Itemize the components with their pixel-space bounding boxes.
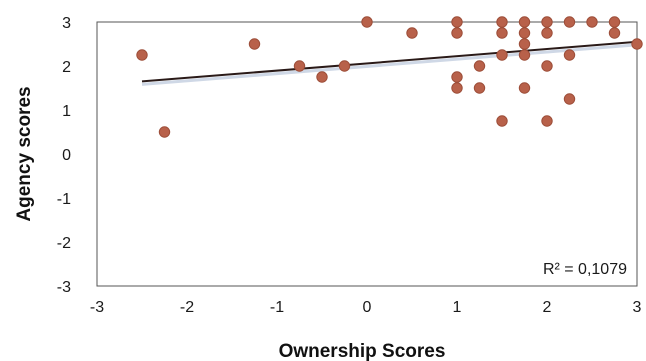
trendline (141, 40, 638, 83)
x-tick-label: 0 (363, 299, 372, 316)
x-tick-label: -1 (270, 299, 284, 316)
data-point (541, 115, 553, 127)
data-point (473, 82, 486, 94)
data-point (293, 60, 306, 72)
data-point (406, 27, 418, 39)
data-point (136, 49, 148, 61)
data-point (563, 93, 576, 105)
y-tick-label: 3 (62, 15, 71, 32)
data-point (316, 71, 328, 83)
data-point (248, 38, 261, 50)
x-tick-label: 1 (453, 299, 462, 316)
data-point (361, 16, 373, 28)
data-point (496, 115, 508, 127)
r-squared-annotation: R² = 0,1079 (543, 261, 627, 278)
data-point (541, 27, 553, 39)
y-tick-label: -1 (57, 191, 71, 208)
data-point (473, 60, 486, 72)
data-point (631, 38, 643, 50)
x-tick-label: -2 (180, 299, 194, 316)
data-point (451, 82, 463, 94)
data-point (496, 49, 508, 61)
data-point (563, 16, 576, 28)
y-tick-label: -2 (57, 235, 71, 252)
data-point (518, 16, 531, 28)
data-point (451, 27, 463, 39)
y-tick-label: -3 (57, 279, 71, 296)
data-point (586, 16, 598, 28)
data-point (563, 49, 576, 61)
data-point (158, 126, 171, 138)
y-axis-ticks: 3 2 1 0 -1 -2 -3 (57, 15, 71, 296)
data-point (496, 16, 508, 28)
data-point (518, 49, 531, 61)
data-point (496, 27, 508, 39)
data-point (541, 60, 553, 72)
data-point (608, 16, 621, 28)
data-point (518, 38, 531, 50)
x-tick-label: 2 (543, 299, 552, 316)
data-point (518, 82, 531, 94)
trendline-group (141, 40, 638, 86)
trendline-shadow (141, 43, 638, 86)
x-tick-label: -3 (90, 299, 104, 316)
x-tick-label: 3 (633, 299, 642, 316)
y-tick-label: 1 (62, 103, 71, 120)
data-point (608, 27, 621, 39)
x-axis-title: Ownership Scores (279, 341, 446, 361)
data-points (136, 16, 643, 138)
x-axis-ticks: -3 -2 -1 0 1 2 3 (90, 299, 642, 316)
y-tick-label: 2 (62, 59, 71, 76)
data-point (518, 27, 531, 39)
data-point (451, 71, 463, 83)
data-point (338, 60, 351, 72)
y-tick-label: 0 (62, 147, 71, 164)
y-axis-title: Agency scores (14, 86, 35, 221)
data-point (451, 16, 463, 28)
data-point (541, 16, 553, 28)
